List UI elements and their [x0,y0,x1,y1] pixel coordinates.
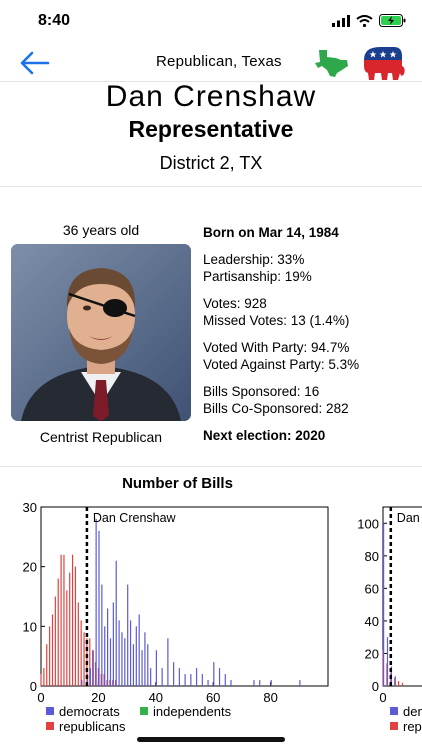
x-tick-label: 0 [37,690,44,705]
x-tick-label: 80 [263,690,277,705]
party-votes-group: Voted With Party: 94.7% Voted Against Pa… [203,339,359,373]
navigation-bar: Republican, Texas [0,44,422,82]
member-district: District 2, TX [159,153,263,173]
independents-legend-label: independents [153,704,232,719]
bills-group: Bills Sponsored: 16 Bills Co-Sponsored: … [203,383,359,417]
member-marker-label: Dan Crenshaw [397,511,422,525]
x-tick-label: 60 [206,690,220,705]
democrats-legend-swatch [46,707,54,715]
member-ideology: Centrist Republican [39,429,163,445]
bills-histogram-chart-secondary: 0 20 40 60 80 100 0 Dan Crenshaw democratsrepubl… [357,506,422,734]
born-group: Born on Mar 14, 1984 [203,224,359,241]
back-button[interactable] [18,48,52,78]
bills-cosponsored: Bills Co-Sponsored: 282 [203,401,349,416]
votes-count: Votes: 928 [203,296,267,311]
republicans-legend-label: republicans [403,719,422,734]
member-photo [11,244,191,421]
y-tick-label: 0 [372,679,379,694]
y-tick-label: 30 [23,500,37,515]
member-age: 36 years old [62,222,140,238]
y-tick-label: 60 [365,581,379,596]
chart-title: Number of Bills [122,475,233,492]
independents-legend-swatch [140,707,148,715]
back-arrow-icon[interactable] [18,48,52,78]
cellular-signal-icon [332,14,350,27]
next-election: Next election: 2020 [203,428,326,443]
x-tick-label: 20 [91,690,105,705]
member-stats: Born on Mar 14, 1984 Leadership: 33% Par… [203,224,359,444]
divider [0,186,422,187]
republicans-legend-swatch [46,722,54,730]
democrats-legend-label: democrats [403,704,422,719]
y-tick-label: 80 [365,549,379,564]
bills-sponsored: Bills Sponsored: 16 [203,384,320,399]
partisanship-score: Partisanship: 19% [203,269,312,284]
nav-title: Republican, Texas [156,53,282,70]
y-tick-label: 40 [365,614,379,629]
x-tick-label: 0 [379,690,386,705]
democrats-legend-label: democrats [59,704,120,719]
member-role: Representative [128,116,294,142]
born-date: Born on Mar 14, 1984 [203,225,339,240]
status-time: 8:40 [38,12,71,29]
leadership-group: Leadership: 33% Partisanship: 19% [203,251,359,285]
y-tick-label: 10 [23,619,37,634]
republicans-legend-label: republicans [59,719,126,734]
democrats-legend-swatch [390,707,398,715]
y-tick-label: 20 [365,646,379,661]
plot-frame [382,506,422,687]
x-tick-label: 40 [149,690,163,705]
leadership-score: Leadership: 33% [203,252,305,267]
divider [0,466,422,467]
missed-votes: Missed Votes: 13 (1.4%) [203,313,350,328]
voted-with-party: Voted With Party: 94.7% [203,340,350,355]
republican-elephant-icon[interactable] [360,44,406,82]
texas-map-icon[interactable] [314,46,350,78]
y-tick-label: 100 [357,516,379,531]
battery-charging-icon [379,14,406,27]
republicans-legend-swatch [390,722,398,730]
home-indicator [137,737,285,742]
bills-histogram-chart: 0 10 20 30 0 20 40 60 80 Dan Crenshaw democrats ind… [23,500,329,734]
votes-group: Votes: 928 Missed Votes: 13 (1.4%) [203,295,359,329]
member-marker-label: Dan Crenshaw [93,511,177,525]
status-icons [332,14,406,27]
member-name: Dan Crenshaw [105,80,317,113]
y-tick-label: 20 [23,560,37,575]
voted-against-party: Voted Against Party: 5.3% [203,357,360,372]
y-tick-label: 0 [30,679,37,694]
status-bar: 8:40 [0,0,422,44]
wifi-icon [356,14,373,27]
